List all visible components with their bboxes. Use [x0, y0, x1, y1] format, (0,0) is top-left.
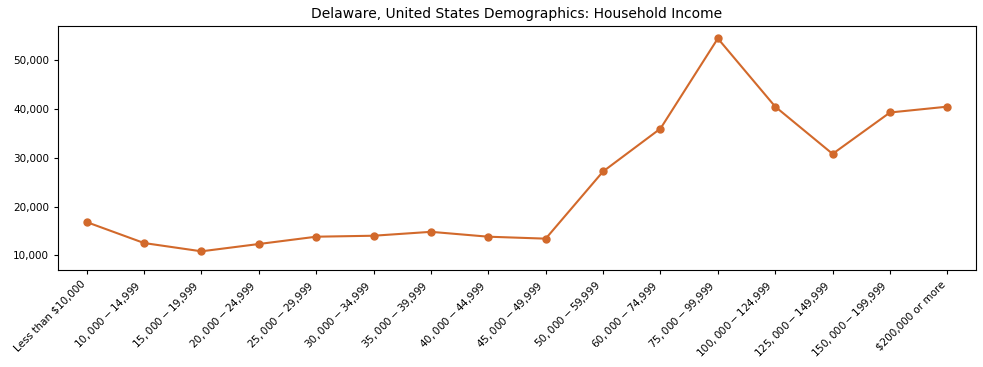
- Title: Delaware, United States Demographics: Household Income: Delaware, United States Demographics: Ho…: [312, 7, 723, 21]
